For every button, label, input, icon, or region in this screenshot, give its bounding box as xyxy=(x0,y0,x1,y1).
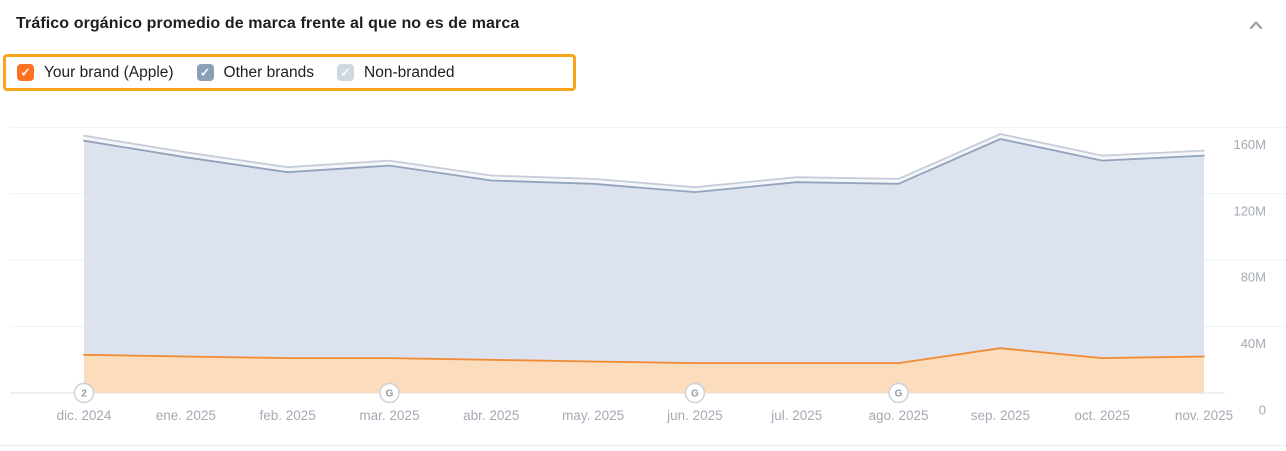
badge-label: G xyxy=(895,389,903,400)
x-axis-month-label: sep. 2025 xyxy=(971,408,1030,423)
widget-header: Tráfico orgánico promedio de marca frent… xyxy=(0,0,1286,35)
x-axis-month-label: jun. 2025 xyxy=(666,408,723,423)
badge-label: 2 xyxy=(81,389,87,400)
chart-area[interactable]: 160M 120M 80M 40M 0 dic. 2024 ene. 2025 feb. 20… xyxy=(0,106,1286,446)
legend-label-non-branded: Non-branded xyxy=(364,63,455,81)
google-update-badge[interactable] xyxy=(888,382,909,404)
x-axis-month-label: jul. 2025 xyxy=(770,408,822,423)
check-icon: ✓ xyxy=(20,65,31,79)
series-line-non-branded xyxy=(83,133,1205,189)
google-update-badge[interactable] xyxy=(684,382,706,404)
legend-label-other-brands: Other brands xyxy=(223,63,315,81)
other-brands-checkbox[interactable]: ✓ xyxy=(196,64,214,81)
x-axis-month-label: feb. 2025 xyxy=(259,408,315,423)
series-line-your-brand-apple- xyxy=(83,347,1205,364)
legend-highlight-box: ✓ Your brand (Apple) ✓ Other brands ✓ No… xyxy=(3,54,576,91)
legend-item-other-brands[interactable]: ✓ Other brands xyxy=(196,63,315,82)
legend-item-non-branded[interactable]: ✓ Non-branded xyxy=(337,63,455,82)
google-update-badge[interactable] xyxy=(379,382,400,404)
notes-count-badge[interactable] xyxy=(73,382,95,404)
badge-label: G xyxy=(386,389,394,400)
y-axis-tick-label: 80M xyxy=(1241,270,1266,285)
legend-label-your-brand: Your brand (Apple) xyxy=(44,63,174,81)
series-area-other-brands xyxy=(84,139,1204,393)
x-axis-month-label: abr. 2025 xyxy=(463,408,519,423)
y-axis-tick-label: 160M xyxy=(1233,137,1266,152)
x-axis-month-label: dic. 2024 xyxy=(57,408,112,423)
check-icon: ✓ xyxy=(340,65,351,79)
check-icon: ✓ xyxy=(200,65,211,79)
x-axis-month-label: ago. 2025 xyxy=(869,408,929,423)
x-axis-month-label: oct. 2025 xyxy=(1074,408,1130,423)
traffic-area-chart[interactable]: 160M 120M 80M 40M 0 dic. 2024 ene. 2025 feb. 20… xyxy=(0,106,1286,446)
collapse-button[interactable] xyxy=(1244,15,1268,35)
x-axis-month-label: ene. 2025 xyxy=(156,408,216,423)
y-axis-tick-label: 0 xyxy=(1259,403,1266,418)
x-axis-month-label: nov. 2025 xyxy=(1175,408,1233,423)
y-axis-tick-label: 40M xyxy=(1241,336,1266,351)
badge-label: G xyxy=(691,389,699,400)
legend-item-your-brand[interactable]: ✓ Your brand (Apple) xyxy=(17,64,174,82)
x-axis-month-label: mar. 2025 xyxy=(359,408,419,423)
x-axis-month-label: may. 2025 xyxy=(562,408,624,423)
series-line-other-brands xyxy=(83,138,1205,193)
y-axis-tick-label: 120M xyxy=(1233,203,1266,218)
widget-title: Tráfico orgánico promedio de marca frent… xyxy=(16,15,520,32)
your-brand-checkbox[interactable]: ✓ xyxy=(17,64,34,81)
chevron-up-icon xyxy=(1249,21,1263,30)
non-branded-checkbox[interactable]: ✓ xyxy=(337,64,355,81)
